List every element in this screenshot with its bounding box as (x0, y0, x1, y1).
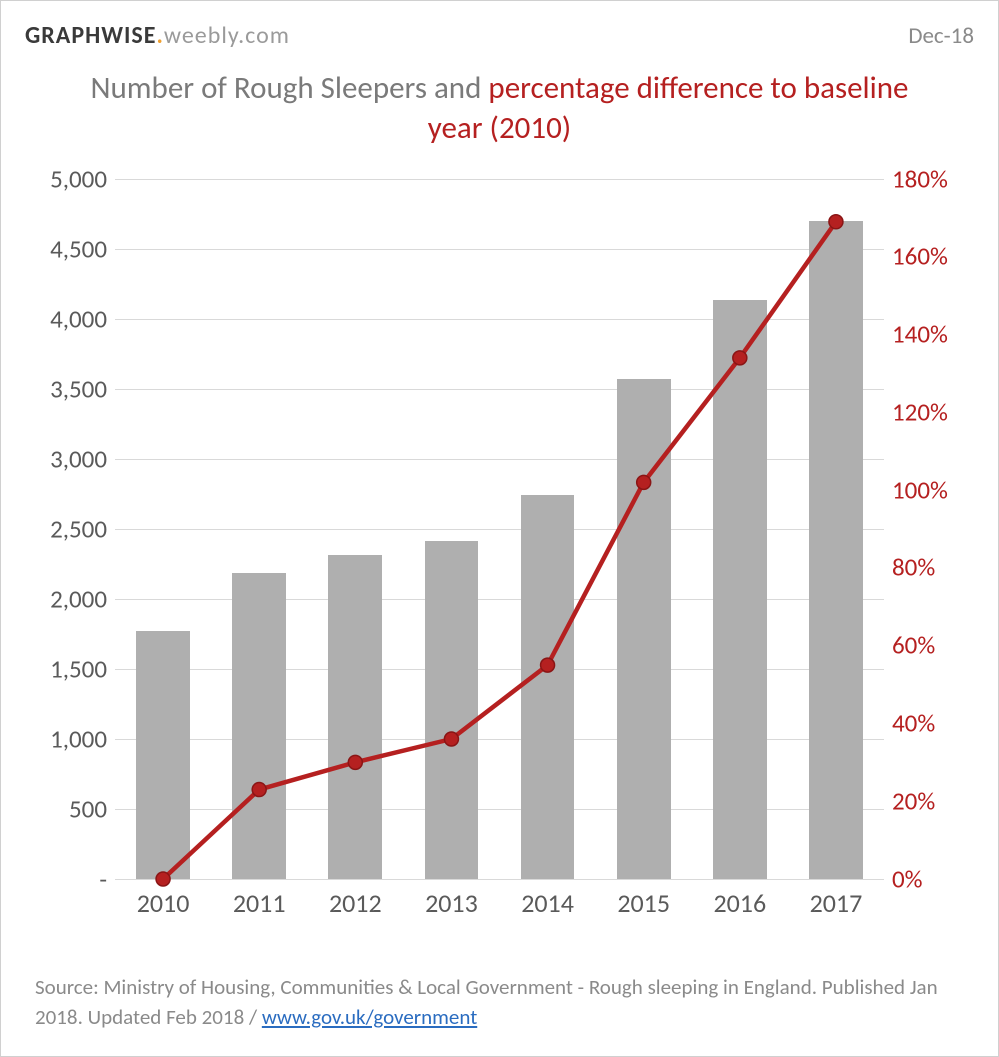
brand: GRAPHWISE.weebly.com (25, 21, 290, 50)
source-citation: Source: Ministry of Housing, Communities… (35, 973, 964, 1032)
y-left-tick-label: 3,500 (50, 373, 107, 404)
brand-domain: weebly.com (164, 21, 290, 50)
x-tick-label: 2010 (137, 887, 190, 919)
x-tick-label: 2014 (521, 887, 574, 919)
gridline (115, 879, 884, 880)
line-marker (444, 732, 458, 746)
y-left-tick-label: 1,000 (50, 723, 107, 754)
line-marker (829, 214, 843, 228)
x-tick-label: 2016 (713, 887, 766, 919)
x-tick-label: 2015 (617, 887, 670, 919)
x-tick-label: 2017 (810, 887, 863, 919)
header: GRAPHWISE.weebly.com Dec-18 (25, 21, 974, 50)
trend-line (163, 221, 836, 878)
brand-dot-icon: . (156, 21, 163, 50)
y-left-tick-label: 1,500 (50, 653, 107, 684)
title-primary: Number of Rough Sleepers (91, 69, 427, 107)
y-right-tick-label: 120% (892, 396, 948, 427)
y-right-tick-label: 100% (892, 474, 948, 505)
line-series (115, 179, 884, 879)
y-left-tick-label: 2,000 (50, 583, 107, 614)
line-marker (541, 658, 555, 672)
y-left-tick-label: 4,500 (50, 233, 107, 264)
date-stamp: Dec-18 (908, 22, 974, 50)
title-conjunction: and (427, 69, 488, 107)
y-left-tick-label: 4,000 (50, 303, 107, 334)
y-left-tick-label: 500 (69, 793, 107, 824)
source-link[interactable]: www.gov.uk/government (262, 1004, 477, 1030)
line-marker (156, 872, 170, 886)
plot-region: -5001,0001,5002,0002,5003,0003,5004,0004… (115, 179, 884, 879)
y-right-tick-label: 80% (892, 552, 935, 583)
line-marker (733, 350, 747, 364)
y-left-tick-label: - (99, 863, 107, 894)
source-text: Source: Ministry of Housing, Communities… (35, 974, 938, 1029)
line-marker (637, 475, 651, 489)
y-left-tick-label: 2,500 (50, 513, 107, 544)
y-left-tick-label: 5,000 (50, 163, 107, 194)
y-right-tick-label: 20% (892, 785, 935, 816)
chart-title: Number of Rough Sleepers and percentage … (85, 68, 914, 149)
y-right-tick-label: 180% (892, 163, 948, 194)
y-right-tick-label: 40% (892, 708, 935, 739)
y-right-tick-label: 140% (892, 319, 948, 350)
line-marker (252, 782, 266, 796)
x-tick-label: 2011 (233, 887, 286, 919)
chart-container: GRAPHWISE.weebly.com Dec-18 Number of Ro… (0, 0, 999, 1057)
y-right-tick-label: 160% (892, 241, 948, 272)
x-tick-label: 2012 (329, 887, 382, 919)
title-secondary: percentage difference to baseline year (… (428, 69, 909, 147)
y-left-tick-label: 3,000 (50, 443, 107, 474)
y-right-tick-label: 60% (892, 630, 935, 661)
chart-area: - 500 1,000 1,500 2,000 2,500 3,000 3,500 4,000 4… (35, 179, 964, 939)
x-tick-label: 2013 (425, 887, 478, 919)
line-marker (348, 755, 362, 769)
y-right-tick-label: 0% (892, 863, 923, 894)
brand-name: GRAPHWISE (25, 21, 156, 50)
